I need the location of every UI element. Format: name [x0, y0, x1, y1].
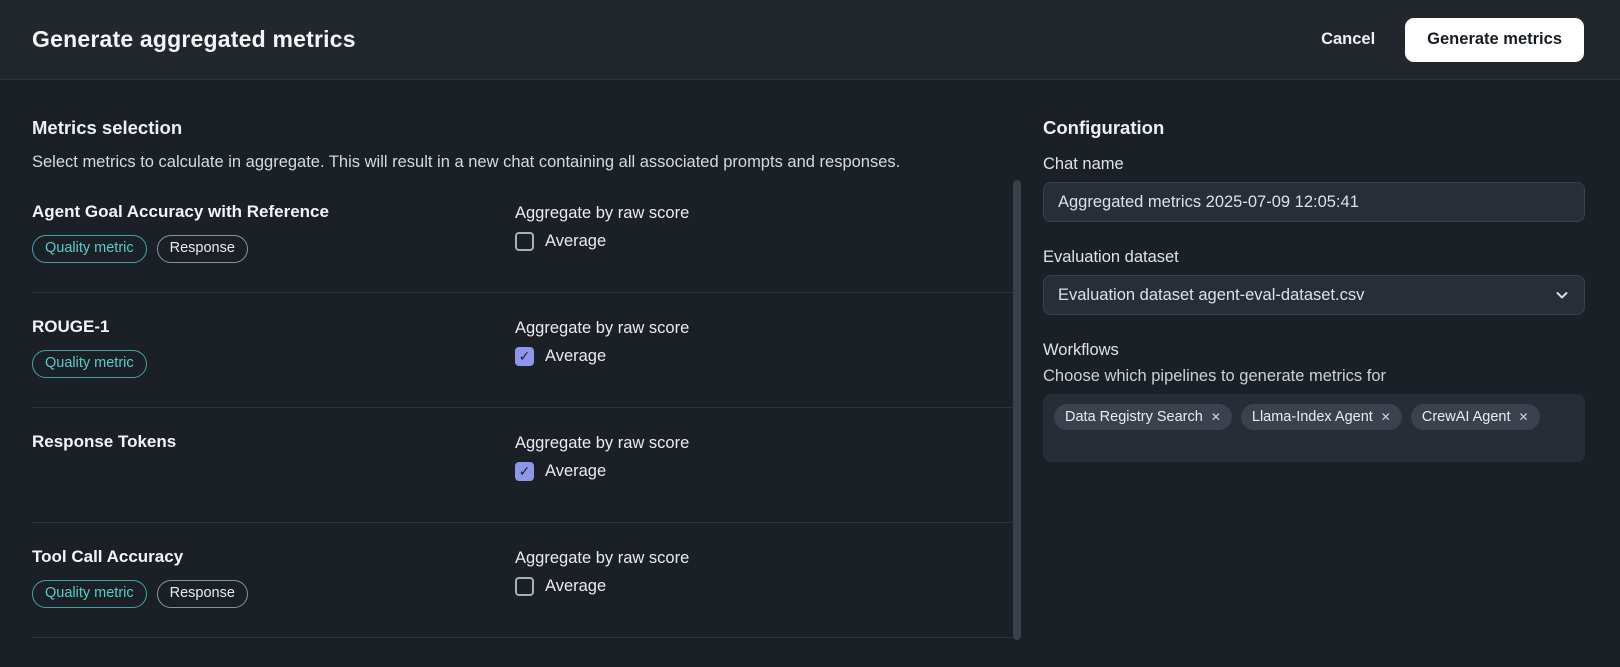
chevron-down-icon	[1554, 287, 1570, 303]
workflow-tag[interactable]: Llama-Index Agent ✕	[1240, 404, 1402, 430]
metric-tag: Quality metric	[32, 580, 147, 608]
average-label: Average	[545, 232, 607, 250]
metric-name: Response Tokens	[32, 432, 177, 451]
workflow-tag[interactable]: Data Registry Search ✕	[1054, 404, 1232, 430]
vertical-scrollbar-thumb[interactable]	[1013, 180, 1021, 640]
metric-tag: Response	[156, 235, 248, 263]
metric-row: Tool Call Accuracy Quality metric Respons…	[32, 523, 1013, 638]
workflow-tag[interactable]: CrewAI Agent ✕	[1410, 404, 1540, 430]
metric-tag: Response	[156, 580, 248, 608]
metrics-selection-description: Select metrics to calculate in aggregate…	[32, 153, 901, 171]
header-actions: Cancel Generate metrics	[1317, 17, 1584, 62]
page-title: Generate aggregated metrics	[32, 26, 356, 52]
metric-name: ROUGE-1	[32, 317, 110, 336]
dialog-body: Metrics selection Select metrics to calc…	[0, 80, 1620, 640]
evaluation-dataset-select[interactable]: Evaluation dataset agent-eval-dataset.cs…	[1043, 275, 1585, 315]
remove-tag-icon[interactable]: ✕	[1210, 410, 1221, 424]
metric-name: Agent Goal Accuracy with Reference	[32, 202, 329, 221]
aggregate-by-raw-score-label: Aggregate by raw score	[515, 549, 690, 567]
aggregate-by-raw-score-label: Aggregate by raw score	[515, 434, 690, 452]
evaluation-dataset-label: Evaluation dataset	[1043, 248, 1179, 266]
workflow-tag-label: Data Registry Search	[1065, 409, 1203, 425]
remove-tag-icon[interactable]: ✕	[1380, 410, 1391, 424]
aggregate-by-raw-score-label: Aggregate by raw score	[515, 319, 690, 337]
metric-name: Tool Call Accuracy	[32, 547, 184, 566]
configuration-title: Configuration	[1043, 117, 1165, 138]
generate-metrics-button[interactable]: Generate metrics	[1405, 17, 1584, 62]
average-checkbox[interactable]: ✓	[515, 347, 534, 366]
cancel-button[interactable]: Cancel	[1317, 22, 1379, 57]
configuration-section: Configuration Chat name Evaluation datas…	[1043, 80, 1585, 638]
average-checkbox[interactable]	[515, 577, 534, 596]
remove-tag-icon[interactable]: ✕	[1518, 410, 1529, 424]
evaluation-dataset-value: Evaluation dataset agent-eval-dataset.cs…	[1058, 285, 1365, 304]
metrics-selection-section: Metrics selection Select metrics to calc…	[32, 80, 1013, 638]
workflows-label: Workflows	[1043, 341, 1119, 359]
average-label: Average	[545, 347, 607, 365]
metric-list: Agent Goal Accuracy with Reference Quali…	[32, 178, 1013, 638]
metric-tags: Quality metric Response	[32, 235, 515, 263]
workflow-tags-field[interactable]: Data Registry Search ✕ Llama-Index Agent ✕ C…	[1043, 394, 1585, 462]
chat-name-label: Chat name	[1043, 155, 1124, 173]
average-checkbox[interactable]	[515, 232, 534, 251]
metric-tags: Quality metric	[32, 350, 515, 378]
metrics-selection-title: Metrics selection	[32, 117, 183, 138]
metric-row: ROUGE-1 Quality metric Aggregate by raw …	[32, 293, 1013, 408]
average-checkbox[interactable]: ✓	[515, 462, 534, 481]
aggregate-by-raw-score-label: Aggregate by raw score	[515, 204, 690, 222]
metric-tags: Quality metric Response	[32, 580, 515, 608]
average-label: Average	[545, 577, 607, 595]
metric-tag: Quality metric	[32, 350, 147, 378]
metric-tag: Quality metric	[32, 235, 147, 263]
workflows-description: Choose which pipelines to generate metri…	[1043, 367, 1387, 385]
metric-row: Response Tokens Aggregate by raw score ✓…	[32, 408, 1013, 523]
metric-row: Agent Goal Accuracy with Reference Quali…	[32, 178, 1013, 293]
workflow-tag-label: CrewAI Agent	[1421, 409, 1511, 425]
dialog-header: Generate aggregated metrics Cancel Gener…	[0, 0, 1620, 80]
workflow-tag-label: Llama-Index Agent	[1251, 409, 1373, 425]
chat-name-input[interactable]	[1043, 182, 1585, 222]
average-label: Average	[545, 462, 607, 480]
